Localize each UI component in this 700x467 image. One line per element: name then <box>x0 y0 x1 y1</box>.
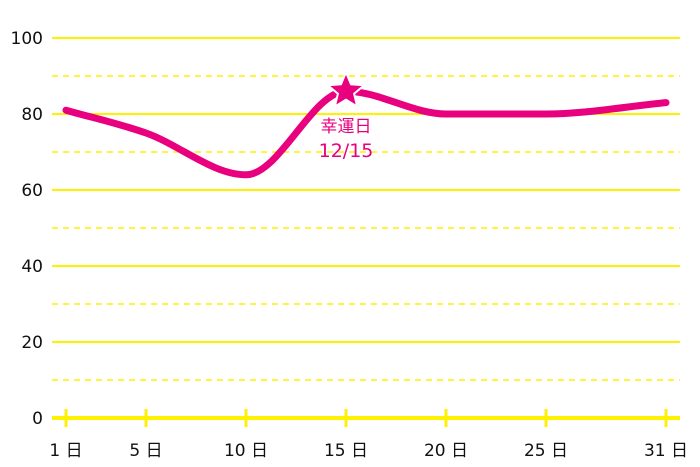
y-tick-label: 20 <box>21 333 43 353</box>
y-tick-labels: 0 20 40 60 80 100 <box>11 29 43 429</box>
y-tick-label: 0 <box>32 409 43 429</box>
gridlines <box>52 37 680 381</box>
x-tick-label: 25 日 <box>524 441 568 461</box>
x-tick-label: 1 日 <box>49 441 82 461</box>
x-tick-labels: 1 日 5 日 10 日 15 日 20 日 25 日 31 日 <box>49 441 688 461</box>
star-marker <box>325 69 367 109</box>
y-tick-label: 100 <box>11 29 43 49</box>
x-tick-label: 5 日 <box>129 441 162 461</box>
y-tick-label: 80 <box>21 105 43 125</box>
x-tick-label: 31 日 <box>644 441 688 461</box>
y-tick-label: 60 <box>21 181 43 201</box>
x-tick-label: 20 日 <box>424 441 468 461</box>
highlight-date: 12/15 <box>319 140 374 162</box>
highlight-label: 幸運日 <box>321 117 372 137</box>
x-tick-label: 15 日 <box>324 441 368 461</box>
x-tick-label: 10 日 <box>224 441 268 461</box>
lucky-day-highlight: 幸運日 12/15 <box>319 69 374 162</box>
y-tick-label: 40 <box>21 257 43 277</box>
x-axis <box>52 409 680 427</box>
